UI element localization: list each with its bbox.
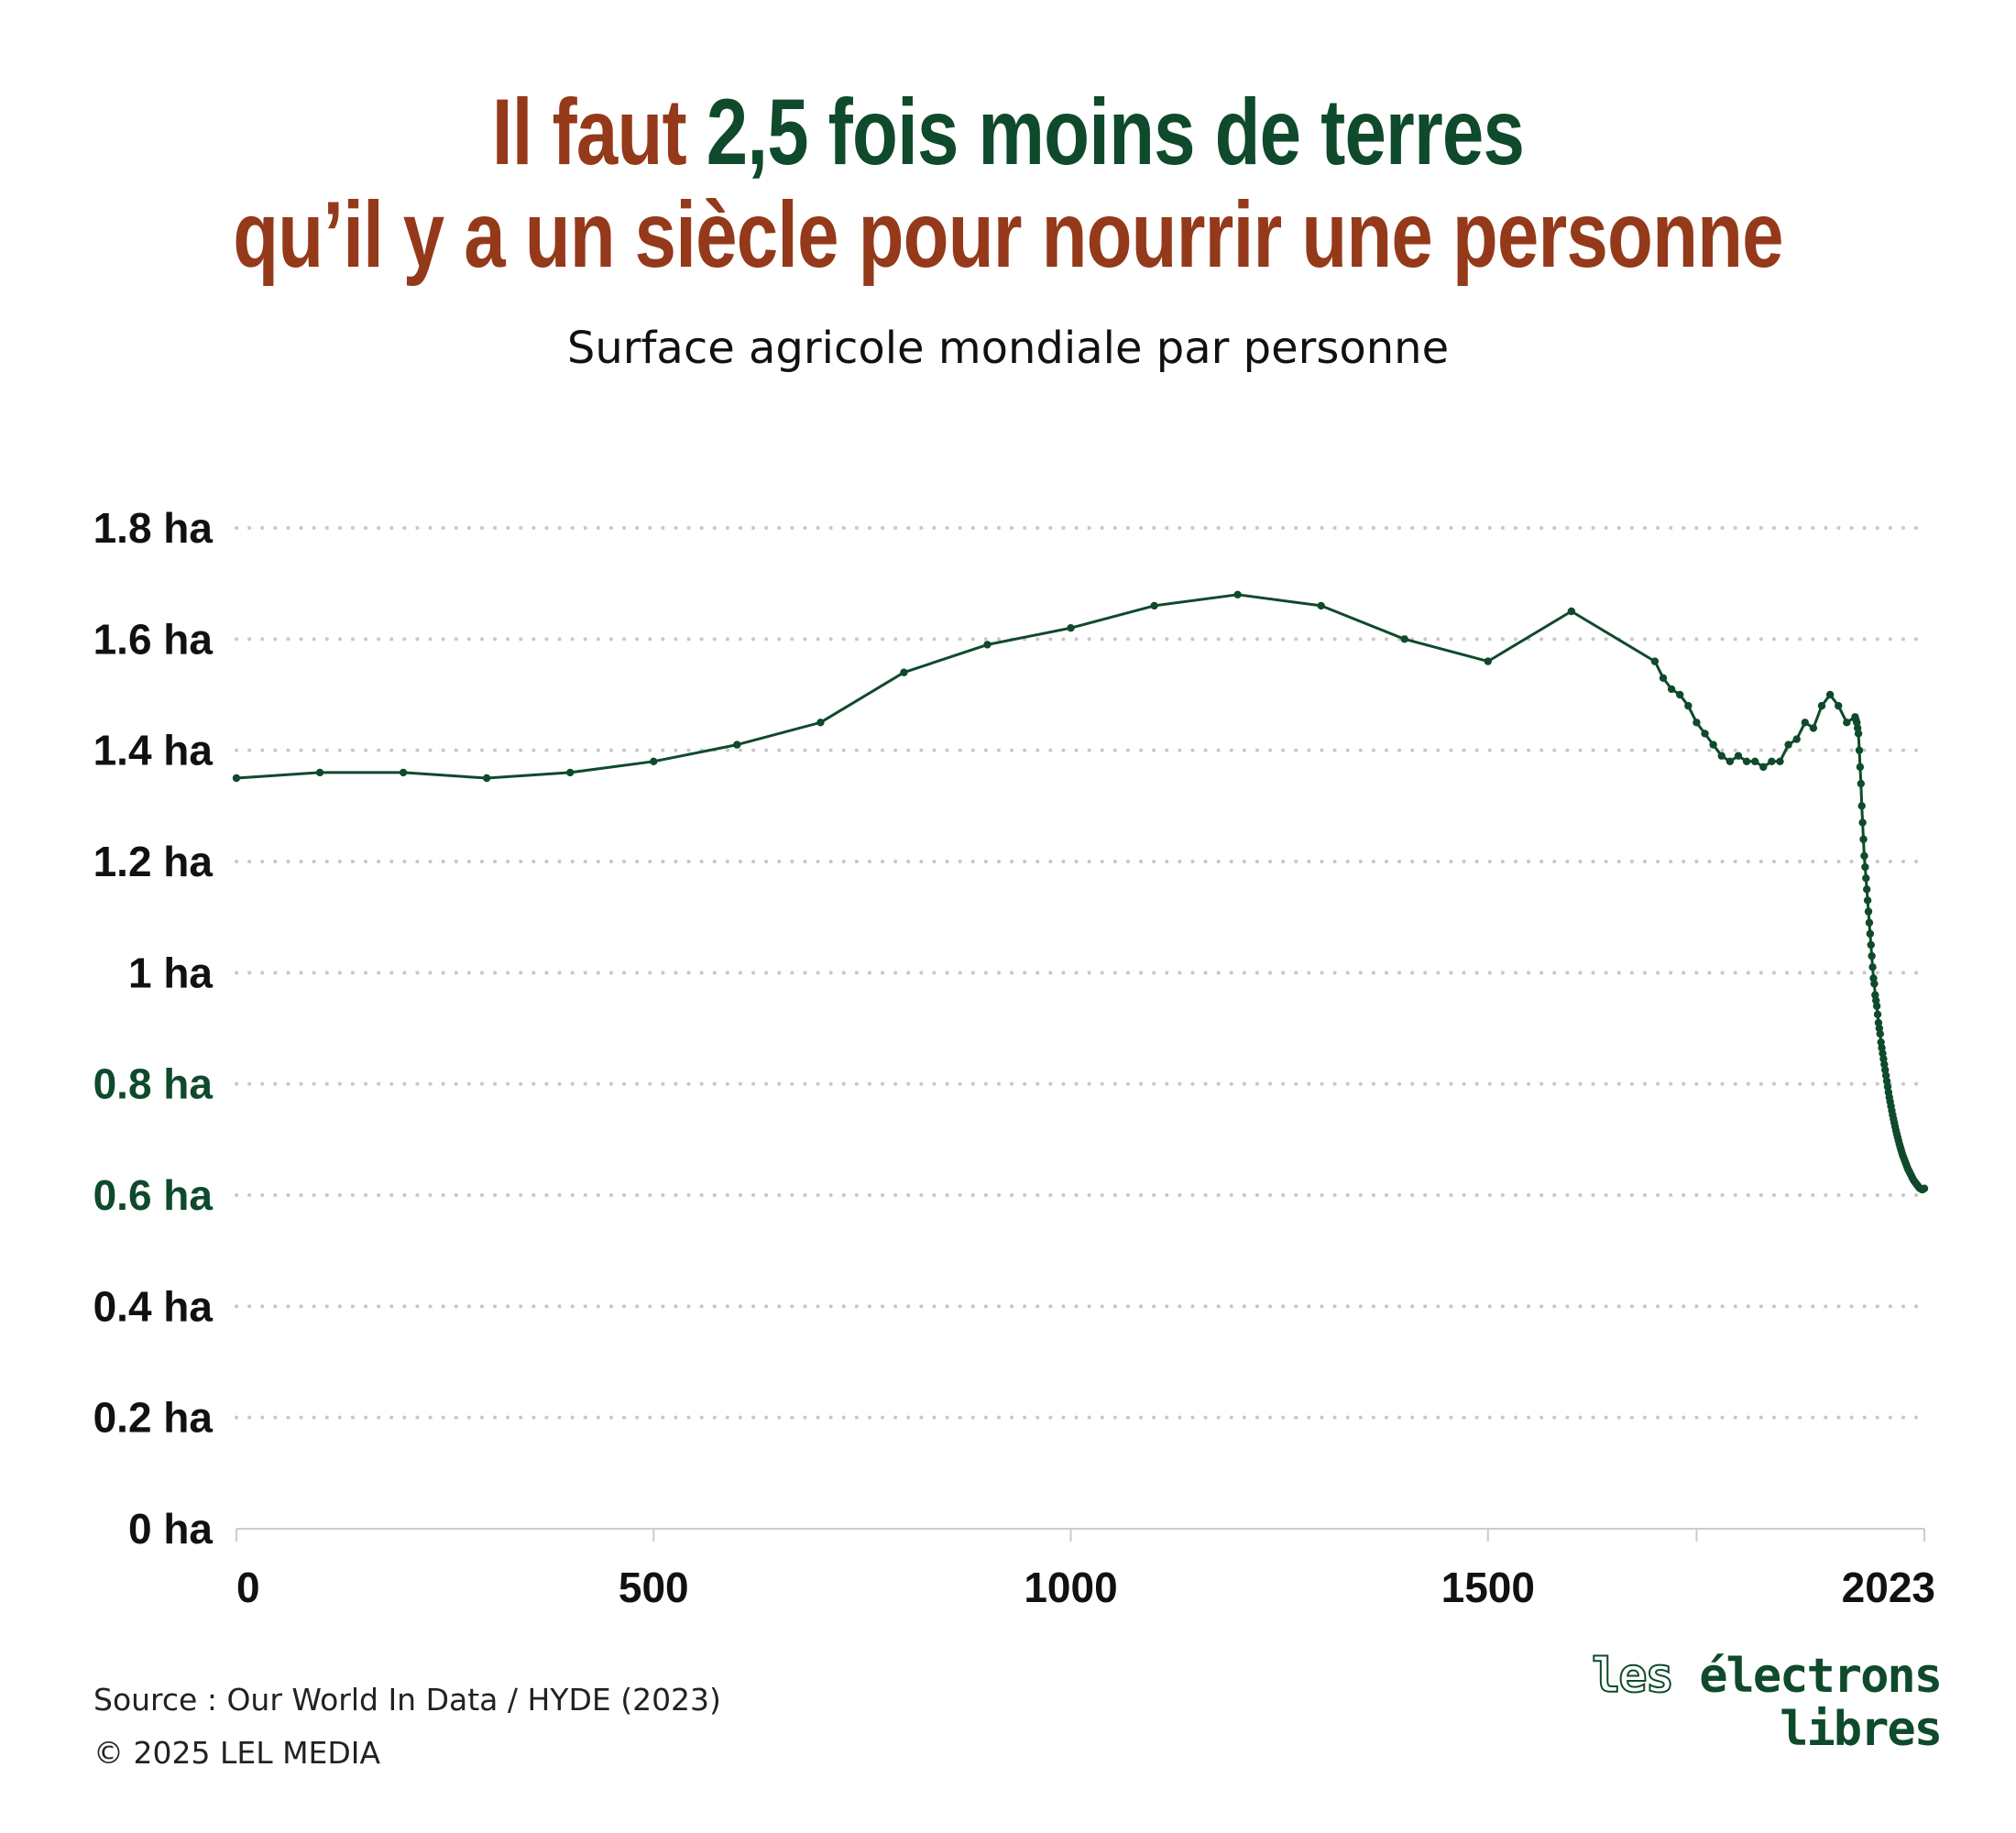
- data-point: [1317, 601, 1325, 610]
- data-point: [1856, 763, 1865, 772]
- title-line-2: qu’il y a un siècle pour nourrir une per…: [233, 182, 1783, 287]
- data-point: [1776, 757, 1784, 765]
- data-point: [1792, 735, 1801, 743]
- data-point: [1868, 951, 1876, 960]
- data-point: [1817, 701, 1826, 710]
- x-tick-labels: 0 500 1000 1500 2023: [236, 1564, 1935, 1611]
- data-point: [1717, 752, 1726, 760]
- y-tick-label: 1.6 ha: [93, 615, 214, 663]
- data-point: [1858, 818, 1867, 827]
- data-point: [1862, 874, 1870, 883]
- data-point: [1693, 719, 1701, 727]
- grid-layer: [235, 526, 1926, 1420]
- data-point: [1709, 741, 1717, 749]
- title-part-green: 2,5 fois moins de terres: [706, 80, 1525, 184]
- data-point: [1876, 1029, 1884, 1038]
- y-tick-label: 0.8 ha: [93, 1060, 214, 1108]
- x-tick-label: 0: [236, 1564, 260, 1611]
- data-point: [1784, 741, 1792, 749]
- chart-subtitle: Surface agricole mondiale par personne: [566, 323, 1450, 374]
- series-layer: [232, 590, 1929, 1194]
- series-line: [236, 593, 1925, 1191]
- data-point: [1400, 635, 1408, 643]
- copyright-note: © 2025 LEL MEDIA: [93, 1735, 381, 1771]
- data-point: [1233, 590, 1242, 598]
- title-part-rust: Il faut: [491, 80, 707, 184]
- y-tick-label: 0.4 ha: [93, 1282, 214, 1330]
- x-tick-label: 1500: [1441, 1564, 1535, 1611]
- data-point: [1701, 730, 1709, 738]
- data-point: [1684, 701, 1693, 710]
- data-point: [1809, 724, 1818, 732]
- data-point: [1659, 674, 1668, 682]
- data-point: [1868, 963, 1877, 971]
- data-point: [1801, 719, 1809, 727]
- data-point: [232, 774, 241, 783]
- data-point: [1726, 757, 1735, 765]
- data-point: [1667, 685, 1676, 694]
- data-point: [1859, 835, 1868, 843]
- data-point: [1843, 719, 1851, 727]
- data-point: [1825, 690, 1835, 699]
- data-point: [1567, 607, 1576, 616]
- data-point: [1864, 907, 1873, 916]
- data-point: [650, 757, 658, 765]
- data-point: [1870, 980, 1879, 988]
- brand-logo: les électrons libres: [1591, 1649, 1943, 1757]
- y-tick-labels: 0 ha 0.2 ha 0.4 ha 0.6 ha 0.8 ha 1 ha 1.2 ha 1.…: [93, 504, 214, 1553]
- x-tick-label: 1000: [1024, 1564, 1117, 1611]
- chart-title: Il faut 2,5 fois moins de terres qu’il y…: [0, 81, 2016, 286]
- logo-line-1: les électrons: [1591, 1649, 1943, 1704]
- data-point: [1865, 918, 1874, 927]
- data-point: [1759, 763, 1768, 772]
- data-point: [1866, 929, 1875, 938]
- data-point: [1920, 1184, 1929, 1192]
- y-tick-label: 1.8 ha: [93, 504, 214, 552]
- y-tick-label: 1.2 ha: [93, 838, 214, 885]
- x-tick-label: 500: [619, 1564, 689, 1611]
- logo-line-2: libres: [1780, 1702, 1943, 1757]
- footer: Source : Our World In Data / HYDE (2023)…: [93, 1674, 721, 1780]
- data-point: [482, 774, 491, 783]
- y-tick-label: 0 ha: [128, 1505, 213, 1553]
- data-point: [1484, 657, 1492, 665]
- data-point: [1768, 757, 1776, 765]
- data-point: [1873, 1010, 1882, 1019]
- x-tick-label: 2023: [1842, 1564, 1935, 1611]
- data-point: [900, 668, 908, 676]
- source-note: Source : Our World In Data / HYDE (2023): [93, 1682, 721, 1718]
- data-point: [315, 768, 324, 777]
- data-point: [983, 641, 992, 649]
- data-point: [1863, 896, 1872, 905]
- data-point: [1861, 862, 1869, 872]
- data-point: [1867, 940, 1875, 949]
- data-point: [1855, 746, 1864, 754]
- title-line-1: Il faut 2,5 fois moins de terres: [202, 81, 1814, 183]
- data-point: [1857, 802, 1866, 810]
- y-tick-label: 1 ha: [128, 949, 213, 996]
- data-point: [1750, 757, 1759, 765]
- axis-layer: [236, 1528, 1925, 1542]
- y-tick-label: 0.6 ha: [93, 1171, 214, 1219]
- data-point: [399, 768, 408, 777]
- data-point: [1650, 657, 1660, 665]
- data-point: [566, 768, 575, 777]
- data-point: [1835, 701, 1843, 710]
- data-point: [733, 741, 741, 749]
- data-point: [1742, 757, 1751, 765]
- data-point: [1067, 624, 1075, 632]
- data-point: [1150, 601, 1158, 610]
- data-point: [816, 719, 825, 727]
- data-point: [1854, 730, 1863, 738]
- y-tick-label: 0.2 ha: [93, 1394, 214, 1442]
- data-point: [1872, 1002, 1881, 1010]
- data-point: [1676, 690, 1684, 699]
- data-point: [1862, 885, 1871, 894]
- data-point: [1857, 779, 1865, 788]
- y-tick-label: 1.4 ha: [93, 727, 214, 774]
- data-point: [1860, 851, 1868, 861]
- data-point: [1734, 752, 1743, 760]
